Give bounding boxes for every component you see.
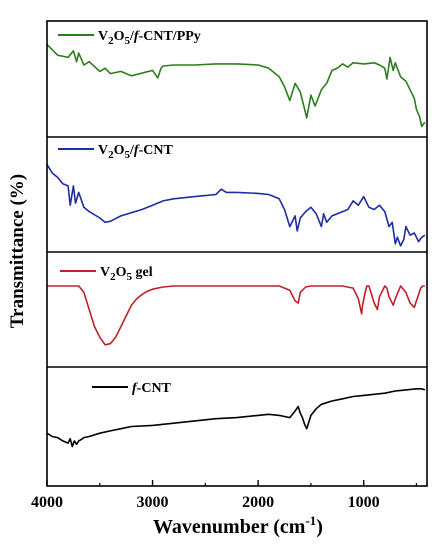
legend-sub1-2: 2 (110, 271, 116, 283)
legend-main-0: V (98, 29, 108, 44)
legend-sub2-0: 5 (125, 35, 131, 47)
x-axis-label-close: ) (316, 516, 323, 538)
legend-sub2-1: 5 (125, 149, 131, 161)
x-axis-label-text: Wavenumber (cm (153, 516, 306, 538)
legend-rest-3: -CNT (137, 381, 172, 396)
legend-italic-f-1: f (134, 143, 140, 158)
legend-rest-0: -CNT/PPy (139, 29, 201, 44)
y-axis-label: Transmittance (%) (7, 174, 28, 328)
legend-suffix-1: / (129, 143, 135, 158)
series-line-2 (47, 285, 425, 346)
x-tick-label-0: 4000 (31, 494, 63, 511)
legend-label-3: f-CNT (132, 381, 172, 396)
legend-main-1: V (98, 143, 108, 158)
x-tick-label-2: 2000 (242, 494, 274, 511)
legend-rest-1: -CNT (139, 143, 174, 158)
legend-italic-f-0: f (134, 29, 140, 44)
panel-1: V2O5/f-CNT (46, 143, 426, 247)
legend-main-2: V (100, 265, 110, 280)
legend-mid-1: O (114, 143, 125, 158)
legend-mid-2: O (116, 265, 127, 280)
legend-label-2: V2O5 gel (100, 265, 153, 283)
panel-2: V2O5 gel (47, 265, 425, 346)
legend-sub2-2: 5 (127, 271, 133, 283)
x-axis-label-superscript: -1 (305, 513, 316, 528)
legend-label-0: V2O5/f-CNT/PPy (98, 29, 201, 47)
legend-suffix-0: / (129, 29, 135, 44)
panel-0: V2O5/f-CNT/PPy (46, 29, 426, 128)
legend-suffix-2: gel (132, 265, 153, 280)
x-tick-label-3: 1000 (348, 494, 380, 511)
legend-label-1: V2O5/f-CNT (98, 143, 173, 161)
legend-sub1-0: 2 (108, 35, 114, 47)
panel-3: f-CNT (46, 381, 426, 448)
plot-frame (46, 20, 428, 487)
series-line-1 (46, 164, 426, 247)
series-line-0 (46, 43, 426, 128)
x-axis: 4000 3000 2000 1000 (31, 480, 418, 511)
plot-border (46, 20, 428, 487)
legend-sub1-1: 2 (108, 149, 114, 161)
x-axis-label: Wavenumber (cm-1) (153, 513, 323, 538)
series-line-3 (46, 388, 426, 448)
legend-mid-0: O (114, 29, 125, 44)
legend-italic-f-3: f (132, 381, 138, 396)
x-tick-label-1: 3000 (137, 494, 169, 511)
